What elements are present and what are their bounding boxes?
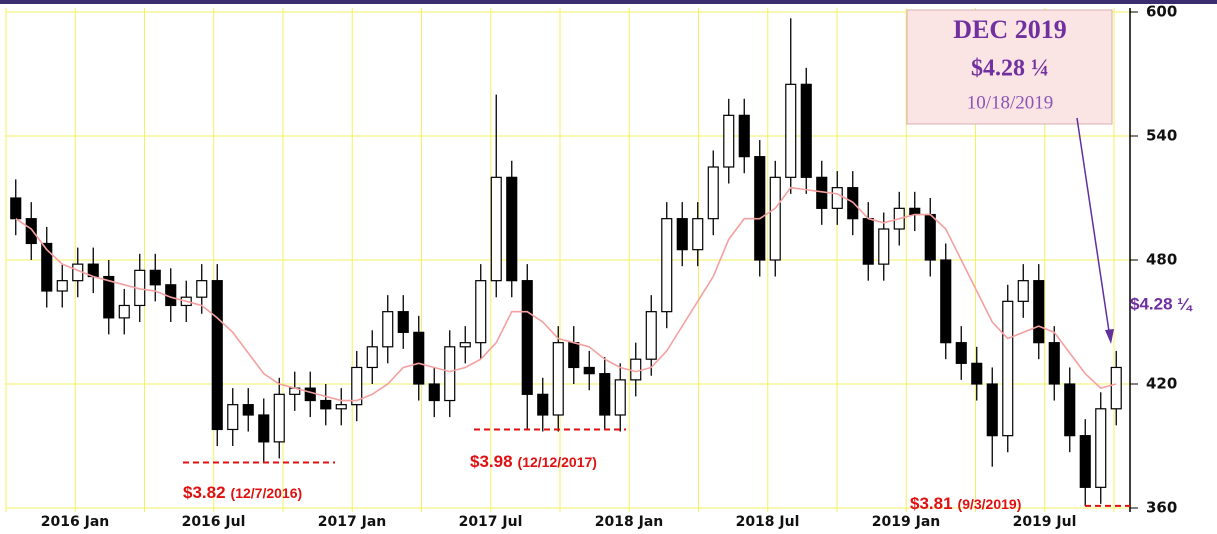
x-tick-label: 2017 Jul bbox=[459, 514, 523, 530]
y-tick-label: 360 bbox=[1146, 499, 1177, 517]
candle-body bbox=[537, 393, 549, 416]
candle-body bbox=[320, 399, 332, 410]
candle-body bbox=[630, 358, 642, 381]
candle-body bbox=[351, 366, 363, 406]
low-label: $3.98 (12/12/2017) bbox=[470, 452, 597, 471]
candle-body bbox=[273, 393, 285, 443]
x-tick-label: 2016 Jul bbox=[182, 514, 246, 530]
candle-body bbox=[211, 280, 223, 431]
candle-body bbox=[552, 342, 564, 416]
candle-body bbox=[335, 404, 347, 410]
candle-body bbox=[707, 166, 719, 220]
candle-body bbox=[56, 280, 68, 292]
candle-body bbox=[1110, 366, 1122, 410]
candle-body bbox=[41, 242, 53, 292]
x-tick-label: 2018 Jul bbox=[736, 514, 800, 530]
candle-body bbox=[831, 187, 843, 209]
candle-body bbox=[1064, 383, 1076, 437]
candle-body bbox=[878, 228, 890, 265]
low-date: (12/7/2016) bbox=[231, 485, 303, 501]
candle-body bbox=[1079, 435, 1091, 488]
candle-body bbox=[196, 280, 208, 298]
candle-body bbox=[10, 197, 22, 220]
candle-body bbox=[800, 83, 812, 178]
low-price: $3.82 bbox=[183, 483, 226, 502]
candle-body bbox=[614, 379, 626, 416]
y-tick-label: 420 bbox=[1146, 375, 1177, 393]
candle-body bbox=[568, 342, 580, 369]
candle-body bbox=[676, 218, 688, 251]
candle-body bbox=[955, 342, 967, 364]
candle-body bbox=[149, 269, 161, 286]
x-tick-label: 2019 Jul bbox=[1013, 514, 1077, 530]
candle-body bbox=[103, 275, 115, 319]
candle-body bbox=[428, 383, 440, 402]
candle-body bbox=[924, 213, 936, 261]
callout-arrow bbox=[1076, 117, 1111, 339]
candle-body bbox=[986, 383, 998, 437]
candle-body bbox=[490, 176, 502, 282]
candle-body bbox=[227, 404, 239, 431]
low-price: $3.98 bbox=[470, 452, 513, 471]
candle-body bbox=[444, 346, 456, 402]
candle-body bbox=[1033, 280, 1045, 344]
low-date: (12/12/2017) bbox=[518, 454, 597, 470]
candle-body bbox=[1095, 408, 1107, 488]
callout-title: DEC 2019 bbox=[953, 15, 1066, 44]
candle-body bbox=[1048, 342, 1060, 385]
plot bbox=[10, 18, 1122, 506]
candle-body bbox=[304, 387, 316, 402]
x-tick-label: 2018 Jan bbox=[595, 514, 663, 530]
candle-body bbox=[583, 366, 595, 375]
candle-body bbox=[785, 83, 797, 178]
x-tick-label: 2019 Jan bbox=[872, 514, 940, 530]
last-price-label: $4.28 ¼ bbox=[1130, 294, 1193, 313]
low-label: $3.82 (12/7/2016) bbox=[183, 483, 302, 502]
candle-body bbox=[723, 114, 735, 168]
candle-body bbox=[413, 331, 425, 385]
candle-body bbox=[521, 280, 533, 395]
arrow-head bbox=[1105, 329, 1114, 344]
candle-body bbox=[475, 280, 487, 344]
candle-body bbox=[661, 218, 673, 313]
callout-date: 10/18/2019 bbox=[967, 92, 1054, 113]
candle-body bbox=[971, 362, 983, 385]
y-tick-label: 540 bbox=[1146, 127, 1177, 145]
candle-body bbox=[366, 346, 378, 369]
candle-body bbox=[692, 218, 704, 251]
low-label: $3.81 (9/3/2019) bbox=[910, 494, 1021, 513]
candle-body bbox=[1002, 300, 1014, 437]
candle-body bbox=[242, 404, 254, 416]
candle-body bbox=[645, 311, 657, 360]
candle-body bbox=[382, 311, 394, 348]
callout-price: $4.28 ¼ bbox=[971, 56, 1049, 82]
callout-box bbox=[906, 9, 1113, 125]
top-bar bbox=[0, 0, 1217, 4]
candle-body bbox=[506, 176, 518, 282]
candle-body bbox=[397, 311, 409, 333]
candle-body bbox=[258, 414, 270, 443]
candle-body bbox=[118, 304, 130, 319]
candle-body bbox=[754, 156, 766, 261]
y-tick-label: 480 bbox=[1146, 251, 1177, 269]
candle-body bbox=[909, 207, 921, 216]
candle-body bbox=[769, 176, 781, 261]
low-price: $3.81 bbox=[910, 494, 953, 513]
candle-body bbox=[459, 342, 471, 348]
moving-average bbox=[15, 186, 1117, 402]
y-tick-label: 600 bbox=[1146, 3, 1177, 21]
candle-body bbox=[25, 218, 37, 245]
candle-body bbox=[862, 218, 874, 265]
x-tick-label: 2016 Jan bbox=[41, 514, 109, 530]
candle-body bbox=[738, 114, 750, 158]
low-date: (9/3/2019) bbox=[958, 496, 1022, 512]
candle-body bbox=[940, 259, 952, 344]
candle-body bbox=[1017, 280, 1029, 302]
x-tick-label: 2017 Jan bbox=[318, 514, 386, 530]
candle-body bbox=[599, 373, 611, 416]
